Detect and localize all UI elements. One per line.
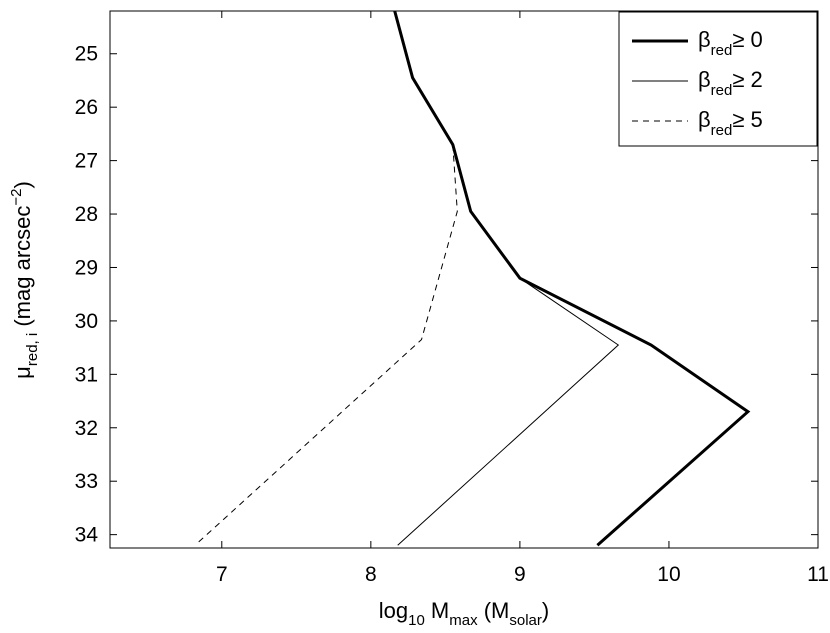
x-tick-label: 10: [657, 563, 680, 586]
y-tick-label: 33: [75, 470, 98, 493]
series-line-1: [394, 10, 620, 546]
x-tick-label: 8: [365, 563, 377, 586]
y-tick-label: 28: [75, 203, 98, 226]
y-tick-label: 25: [75, 43, 98, 66]
y-tick-label: 31: [75, 363, 98, 386]
y-tick-labels: 25 26 27 28 29 30 31 32 33 34: [75, 43, 99, 547]
series-line-2: [194, 144, 458, 546]
y-axis-label: μred, i (mag arcsec−2): [8, 181, 41, 379]
legend-label-0: βred≥ 0: [698, 27, 763, 59]
legend-label-1: βred≥ 2: [698, 67, 763, 99]
y-tick-label: 29: [75, 256, 98, 279]
series-lines: [194, 10, 751, 547]
y-tick-label: 30: [75, 310, 98, 333]
plot-frame: [109, 10, 819, 549]
legend-box: [618, 11, 818, 147]
x-tick-labels: 7 8 9 10 11: [216, 563, 829, 586]
y-tick-label: 32: [75, 417, 98, 440]
y-tick-label: 34: [75, 524, 99, 547]
legend-label-2: βred≥ 5: [698, 107, 763, 139]
x-tick-label: 9: [514, 563, 526, 586]
x-tick-label: 11: [807, 563, 829, 586]
x-tick-label: 7: [216, 563, 228, 586]
legend: βred≥ 0 βred≥ 2 βred≥ 5: [618, 11, 818, 147]
x-axis-label: log10 Mmax (Msolar): [379, 598, 549, 629]
y-tick-label: 26: [75, 96, 98, 119]
y-tick-label: 27: [75, 150, 98, 173]
